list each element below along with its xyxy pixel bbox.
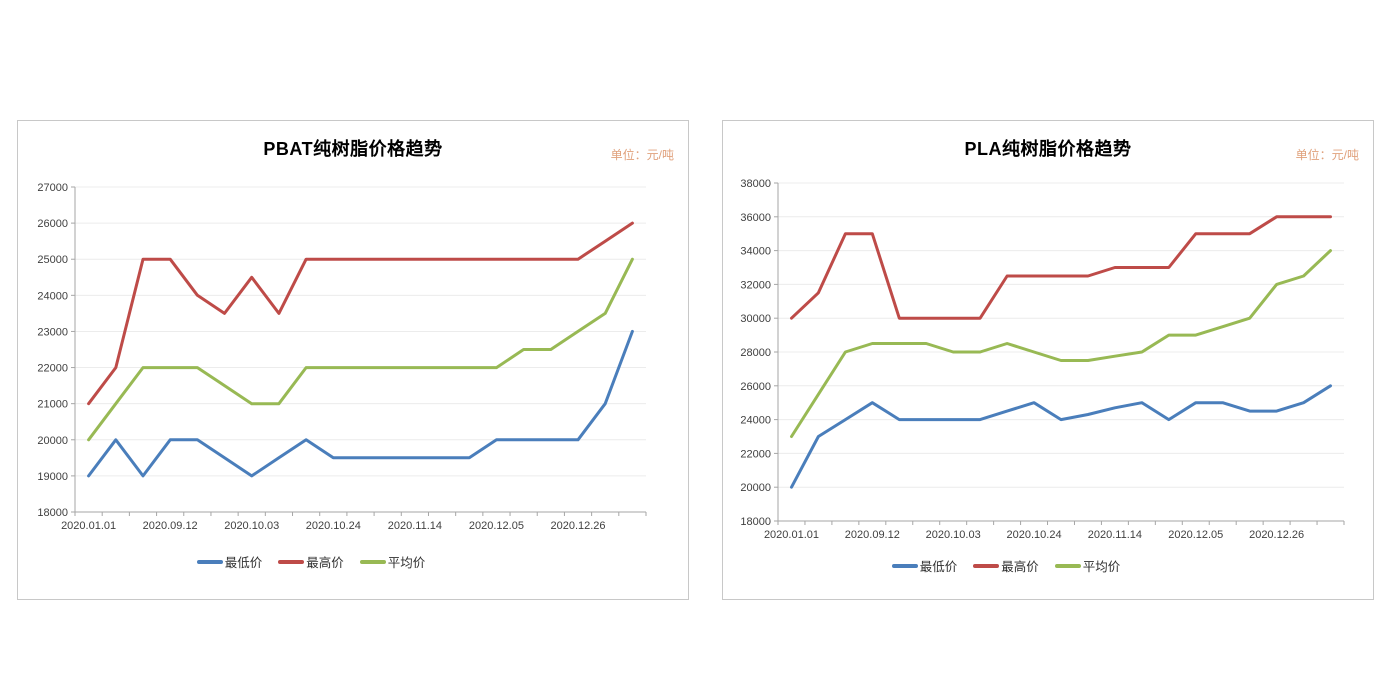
pla-chart-title: PLA纯树脂价格趋势 <box>964 139 1132 159</box>
pla-unit-label: 单位：元/吨 <box>1295 148 1359 162</box>
y-tick-label: 32000 <box>740 279 771 291</box>
pbat-plot-area: 18000 19000 20000 21000 22000 23000 24000 25000… <box>37 182 647 532</box>
x-tick-label: 2020.11.14 <box>1088 529 1142 541</box>
series-line-0 <box>87 329 634 478</box>
x-tick-label: 2020.12.05 <box>469 520 524 532</box>
pla-chart-panel: PLA纯树脂价格趋势 单位：元/吨 18000 20000 22000 24000 26… <box>722 120 1374 600</box>
legend-item-max: 最高价 <box>278 552 344 571</box>
x-tick-label: 2020.01.01 <box>61 520 116 532</box>
y-tick-label: 26000 <box>740 381 771 393</box>
y-tick-label: 20000 <box>740 482 771 494</box>
series-line-1 <box>87 221 634 406</box>
y-tick-label: 22000 <box>37 363 68 375</box>
y-tick-label: 24000 <box>740 415 771 427</box>
x-tick-label: 2020.12.26 <box>550 520 605 532</box>
min-line-swatch-icon <box>891 563 918 568</box>
x-tick-label: 2020.10.24 <box>306 520 361 532</box>
series-line-0 <box>790 384 1332 489</box>
y-tick-label: 25000 <box>37 254 68 266</box>
y-tick-label: 18000 <box>37 507 68 519</box>
x-tick-label: 2020.01.01 <box>764 529 819 541</box>
legend-item-avg: 平均价 <box>359 552 426 571</box>
y-tick-label: 27000 <box>37 182 68 194</box>
y-tick-label: 21000 <box>37 399 68 411</box>
legend-item-min: 最低价 <box>891 556 958 575</box>
legend-item-avg: 平均价 <box>1054 556 1121 575</box>
legend-label-avg: 平均价 <box>387 556 426 570</box>
x-tick-label: 2020.12.05 <box>1168 529 1223 541</box>
legend-label-min: 最低价 <box>919 560 958 574</box>
max-line-swatch-icon <box>278 559 305 564</box>
y-tick-label: 20000 <box>37 435 68 447</box>
y-tick-label: 26000 <box>37 218 68 230</box>
y-tick-label: 18000 <box>740 516 771 528</box>
x-tick-label: 2020.10.03 <box>926 529 981 541</box>
y-tick-label: 23000 <box>37 326 68 338</box>
series-line-2 <box>87 257 634 442</box>
x-tick-label: 2020.11.14 <box>388 520 442 532</box>
x-tick-label: 2020.10.24 <box>1007 529 1062 541</box>
pbat-chart-panel: PBAT纯树脂价格趋势 单位：元/吨 18000 19000 20000 21000 2… <box>17 120 689 600</box>
y-tick-label: 24000 <box>37 290 68 302</box>
avg-line-swatch-icon <box>359 559 386 564</box>
x-tick-label: 2020.09.12 <box>845 529 900 541</box>
pbat-chart-title: PBAT纯树脂价格趋势 <box>263 139 443 159</box>
y-tick-label: 28000 <box>740 347 771 359</box>
pla-legend: 最低价 最高价 平均价 <box>681 556 1331 575</box>
pla-plot-area: 18000 20000 22000 24000 26000 28000 30000 32000… <box>740 178 1345 541</box>
x-tick-label: 2020.10.03 <box>224 520 279 532</box>
y-tick-label: 36000 <box>740 212 771 224</box>
y-tick-label: 34000 <box>740 246 771 258</box>
legend-label-avg: 平均价 <box>1082 560 1121 574</box>
x-tick-label: 2020.12.26 <box>1249 529 1304 541</box>
series-line-1 <box>790 215 1332 320</box>
series-line-2 <box>790 249 1332 438</box>
legend-item-min: 最低价 <box>196 552 263 571</box>
legend-item-max: 最高价 <box>973 556 1039 575</box>
legend-label-max: 最高价 <box>1001 560 1039 574</box>
legend-label-min: 最低价 <box>224 556 263 570</box>
y-tick-label: 22000 <box>740 448 771 460</box>
y-tick-label: 38000 <box>740 178 771 190</box>
pbat-unit-label: 单位：元/吨 <box>610 148 674 162</box>
avg-line-swatch-icon <box>1054 563 1081 568</box>
y-tick-label: 30000 <box>740 313 771 325</box>
x-tick-label: 2020.09.12 <box>143 520 198 532</box>
legend-label-max: 最高价 <box>306 556 344 570</box>
y-tick-label: 19000 <box>37 471 68 483</box>
max-line-swatch-icon <box>973 563 1000 568</box>
pbat-legend: 最低价 最高价 平均价 <box>0 552 646 571</box>
min-line-swatch-icon <box>196 559 223 564</box>
